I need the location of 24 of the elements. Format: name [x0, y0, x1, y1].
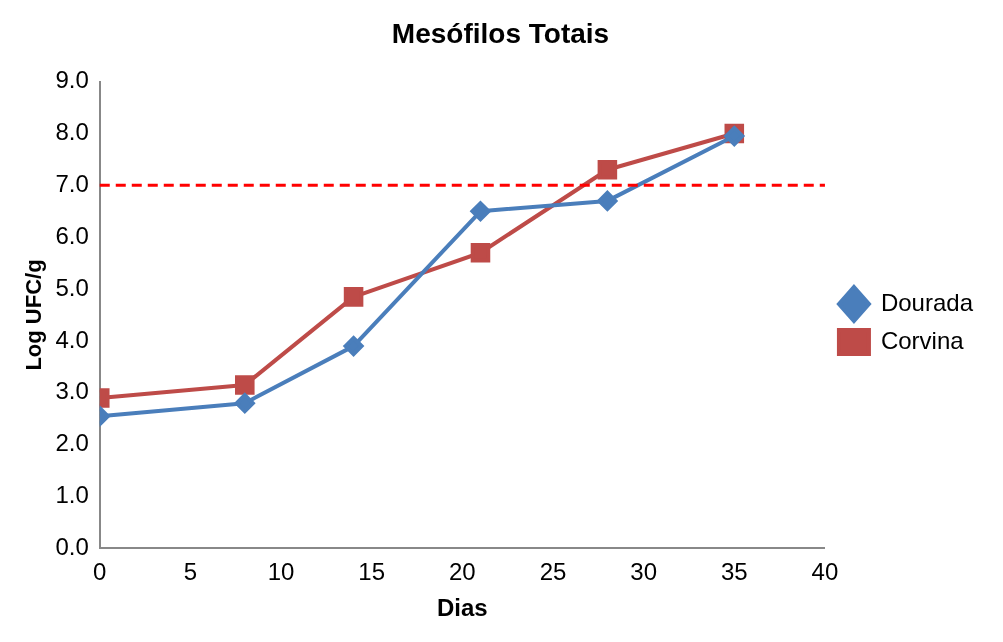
legend-label: Dourada	[880, 288, 974, 316]
y-tick-label: 2.0	[55, 429, 89, 457]
y-tick-label: 4.0	[55, 325, 89, 353]
legend-label: Corvina	[880, 326, 965, 354]
x-tick-label: 40	[811, 558, 839, 586]
x-tick-label: 30	[630, 558, 657, 586]
y-tick-label: 6.0	[55, 221, 89, 249]
y-tick-label: 3.0	[55, 377, 89, 405]
y-tick-label: 8.0	[55, 118, 89, 146]
x-tick-label: 10	[267, 558, 295, 586]
chart-title: Mesófilos Totais	[391, 17, 610, 49]
y-tick-label: 7.0	[55, 169, 89, 197]
x-tick-label: 20	[449, 558, 476, 586]
y-tick-label: 0.0	[55, 533, 89, 561]
x-tick-label: 35	[720, 558, 748, 586]
x-tick-label: 0	[93, 558, 107, 586]
x-axis-title: Dias	[437, 594, 488, 622]
x-tick-label: 5	[183, 558, 198, 586]
x-tick-label: 15	[358, 558, 386, 586]
x-tick-label: 25	[539, 558, 567, 586]
y-axis-title: Log UFC/g	[21, 259, 47, 371]
y-tick-label: 9.0	[55, 66, 89, 94]
y-tick-label: 5.0	[55, 273, 89, 301]
y-tick-label: 1.0	[55, 481, 89, 509]
